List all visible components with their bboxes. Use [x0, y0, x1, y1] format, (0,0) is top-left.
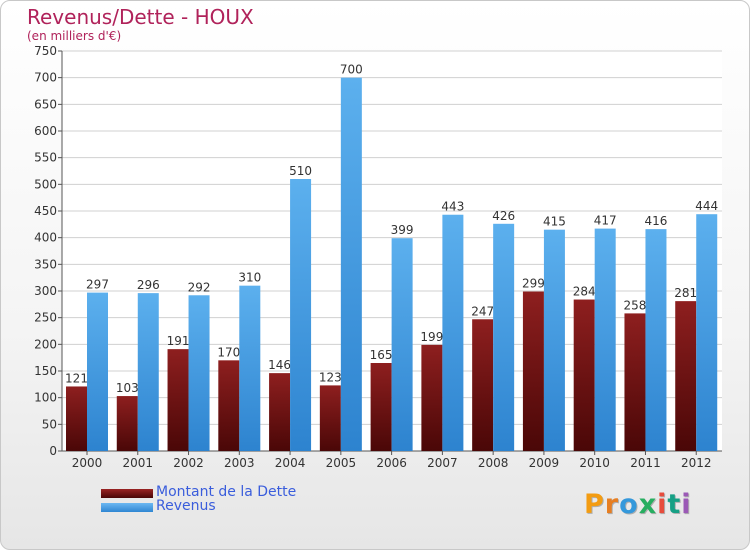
bar-dette [66, 386, 87, 451]
bar-revenus [696, 214, 718, 451]
data-label-dette: 284 [573, 285, 596, 299]
bar-revenus [137, 293, 159, 451]
logo-letter: t [667, 489, 682, 520]
y-tick-label: 300 [34, 284, 57, 298]
bar-revenus [340, 77, 362, 452]
logo-letter: i [657, 489, 668, 520]
bar-revenus [543, 229, 565, 451]
data-label-revenus: 416 [645, 214, 668, 228]
chart-subtitle: (en milliers d'€) [27, 29, 122, 43]
logo-letter: x [638, 489, 658, 520]
legend-label-revenus: Revenus [156, 498, 216, 514]
legend-swatch-dette [101, 489, 153, 498]
data-label-revenus: 310 [238, 271, 261, 285]
data-label-dette: 199 [420, 330, 443, 344]
data-label-revenus: 510 [289, 164, 312, 178]
bar-dette [116, 396, 138, 451]
bar-dette [269, 373, 291, 451]
bar-dette [370, 363, 392, 451]
data-label-revenus: 415 [543, 215, 566, 229]
y-tick-label: 750 [34, 44, 57, 58]
x-tick-label: 2003 [224, 456, 255, 470]
data-label-revenus: 292 [188, 280, 211, 294]
bar-revenus [594, 228, 616, 451]
logo-letter: o [619, 489, 639, 520]
data-label-dette: 299 [522, 277, 545, 291]
proxiti-logo: Proxiti [584, 489, 692, 520]
y-tick-label: 700 [34, 71, 57, 85]
chart-title: Revenus/Dette - HOUX [27, 5, 254, 29]
x-tick-label: 2004 [275, 456, 306, 470]
bar-dette [421, 344, 443, 451]
y-tick-label: 600 [34, 124, 57, 138]
y-tick-label: 250 [34, 311, 57, 325]
data-label-dette: 146 [268, 358, 291, 372]
logo-letter: r [604, 489, 620, 520]
data-label-dette: 121 [65, 371, 88, 385]
bar-revenus [442, 214, 464, 451]
y-tick-label: 550 [34, 151, 57, 165]
bar-dette [573, 299, 595, 451]
bar-revenus [87, 292, 108, 451]
x-tick-label: 2005 [326, 456, 357, 470]
y-tick-label: 450 [34, 204, 57, 218]
y-tick-label: 50 [42, 417, 57, 431]
logo-letter: P [584, 489, 605, 520]
x-tick-label: 2008 [478, 456, 509, 470]
data-label-dette: 281 [674, 286, 697, 300]
data-label-dette: 258 [624, 298, 647, 312]
y-tick-label: 200 [34, 337, 57, 351]
y-tick-label: 400 [34, 231, 57, 245]
bar-revenus [391, 238, 413, 451]
data-label-revenus: 443 [441, 200, 464, 214]
data-label-revenus: 444 [695, 199, 718, 213]
y-tick-label: 150 [34, 364, 57, 378]
data-label-dette: 170 [217, 345, 240, 359]
x-tick-label: 2009 [529, 456, 560, 470]
bar-dette [319, 385, 341, 451]
bar-revenus [188, 295, 210, 451]
data-label-revenus: 399 [391, 223, 414, 237]
y-tick-label: 350 [34, 257, 57, 271]
y-tick-label: 500 [34, 177, 57, 191]
x-tick-label: 2001 [122, 456, 153, 470]
x-tick-label: 2012 [681, 456, 712, 470]
x-tick-label: 2002 [173, 456, 204, 470]
logo-letter: i [681, 489, 692, 520]
y-tick-label: 100 [34, 391, 57, 405]
y-tick-label: 650 [34, 97, 57, 111]
bar-dette [167, 349, 189, 451]
bar-dette [675, 301, 697, 451]
x-tick-label: 2010 [579, 456, 610, 470]
data-label-dette: 165 [370, 348, 393, 362]
data-label-dette: 103 [116, 381, 139, 395]
bar-revenus [645, 229, 667, 451]
bar-dette [218, 360, 240, 451]
x-tick-label: 2006 [376, 456, 407, 470]
bar-revenus [239, 285, 261, 451]
bar-dette [624, 313, 646, 451]
x-tick-label: 2007 [427, 456, 458, 470]
data-label-revenus: 426 [492, 209, 515, 223]
bar-dette [522, 291, 544, 451]
data-label-dette: 247 [471, 304, 494, 318]
x-tick-label: 2011 [630, 456, 661, 470]
legend-swatch-revenus [101, 503, 153, 512]
y-tick-label: 0 [49, 444, 57, 458]
data-label-revenus: 297 [86, 278, 109, 292]
data-label-revenus: 417 [594, 214, 617, 228]
bar-revenus [493, 223, 515, 451]
bar-dette [472, 319, 494, 451]
data-label-dette: 191 [167, 334, 190, 348]
data-label-revenus: 700 [340, 63, 363, 77]
data-label-revenus: 296 [137, 278, 160, 292]
bar-revenus [290, 179, 312, 451]
data-label-dette: 123 [319, 370, 342, 384]
legend-label-dette: Montant de la Dette [156, 484, 297, 500]
x-tick-label: 2000 [72, 456, 103, 470]
